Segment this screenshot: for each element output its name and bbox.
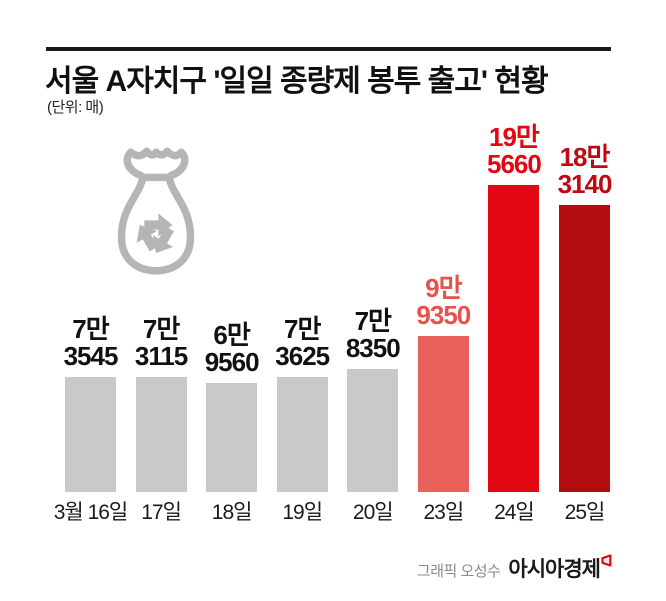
bar-value-label: 7만 3545 bbox=[31, 313, 151, 371]
value-line-2: 9350 bbox=[416, 300, 471, 331]
bar-value-label: 9만 9350 bbox=[383, 275, 503, 329]
x-axis-label: 3월 16일 bbox=[53, 501, 129, 524]
header-rule bbox=[46, 47, 611, 51]
value-line-2: 8350 bbox=[345, 333, 401, 364]
bar bbox=[206, 382, 258, 492]
asiae-logo-mark bbox=[601, 554, 612, 567]
value-line-1: 7만 bbox=[354, 306, 392, 337]
bar-value-label: 18만 3140 bbox=[524, 141, 644, 199]
value-line-2: 3625 bbox=[275, 340, 330, 371]
bar-value-label: 6만 9560 bbox=[172, 319, 292, 377]
bar bbox=[558, 204, 610, 492]
bar-value-label: 7만 3625 bbox=[242, 313, 362, 371]
x-axis-label: 25일 bbox=[564, 501, 606, 524]
bar bbox=[347, 369, 399, 492]
value-line-1: 7만 bbox=[72, 313, 109, 344]
value-line-2: 3545 bbox=[63, 340, 119, 371]
credit-author: 그래픽 오성수 bbox=[416, 563, 501, 580]
value-line-1: 9만 bbox=[425, 273, 462, 304]
x-axis-label: 24일 bbox=[494, 501, 535, 524]
bar-value-label: 7만 3115 bbox=[101, 316, 221, 370]
value-line-2: 9560 bbox=[204, 346, 260, 377]
value-line-2: 3115 bbox=[134, 341, 188, 372]
value-line-1: 18만 bbox=[559, 141, 611, 172]
x-axis-label: 18일 bbox=[211, 501, 253, 524]
bar-value-label: 7만 8350 bbox=[313, 308, 433, 362]
x-axis-label: 20일 bbox=[352, 501, 394, 524]
bar bbox=[276, 376, 328, 492]
value-line-1: 7만 bbox=[284, 313, 321, 344]
brand-logo: 아시아경제 bbox=[508, 558, 601, 581]
recycle-symbol-icon bbox=[129, 213, 181, 259]
value-line-1: 19만 bbox=[488, 122, 540, 152]
x-axis-label: 23일 bbox=[423, 501, 465, 524]
x-axis-label: 17일 bbox=[141, 501, 182, 524]
bar bbox=[417, 336, 469, 492]
page-title: 서울 A자치구 '일일 종량제 봉투 출고' 현황 bbox=[45, 65, 549, 98]
value-line-2: 5660 bbox=[486, 149, 542, 179]
bar bbox=[135, 377, 187, 492]
unit-label: (단위: 매) bbox=[47, 99, 104, 116]
value-line-1: 6만 bbox=[213, 319, 250, 350]
bar-value-label: 19만 5660 bbox=[454, 124, 574, 178]
bar bbox=[488, 185, 540, 492]
credit-line: 그래픽 오성수 아시아경제 bbox=[416, 553, 612, 583]
bar bbox=[65, 376, 116, 492]
x-axis-label: 19일 bbox=[282, 501, 323, 524]
value-line-2: 3140 bbox=[557, 168, 613, 199]
recycle-waste-bag-icon bbox=[117, 147, 195, 275]
value-line-1: 7만 bbox=[142, 314, 180, 345]
